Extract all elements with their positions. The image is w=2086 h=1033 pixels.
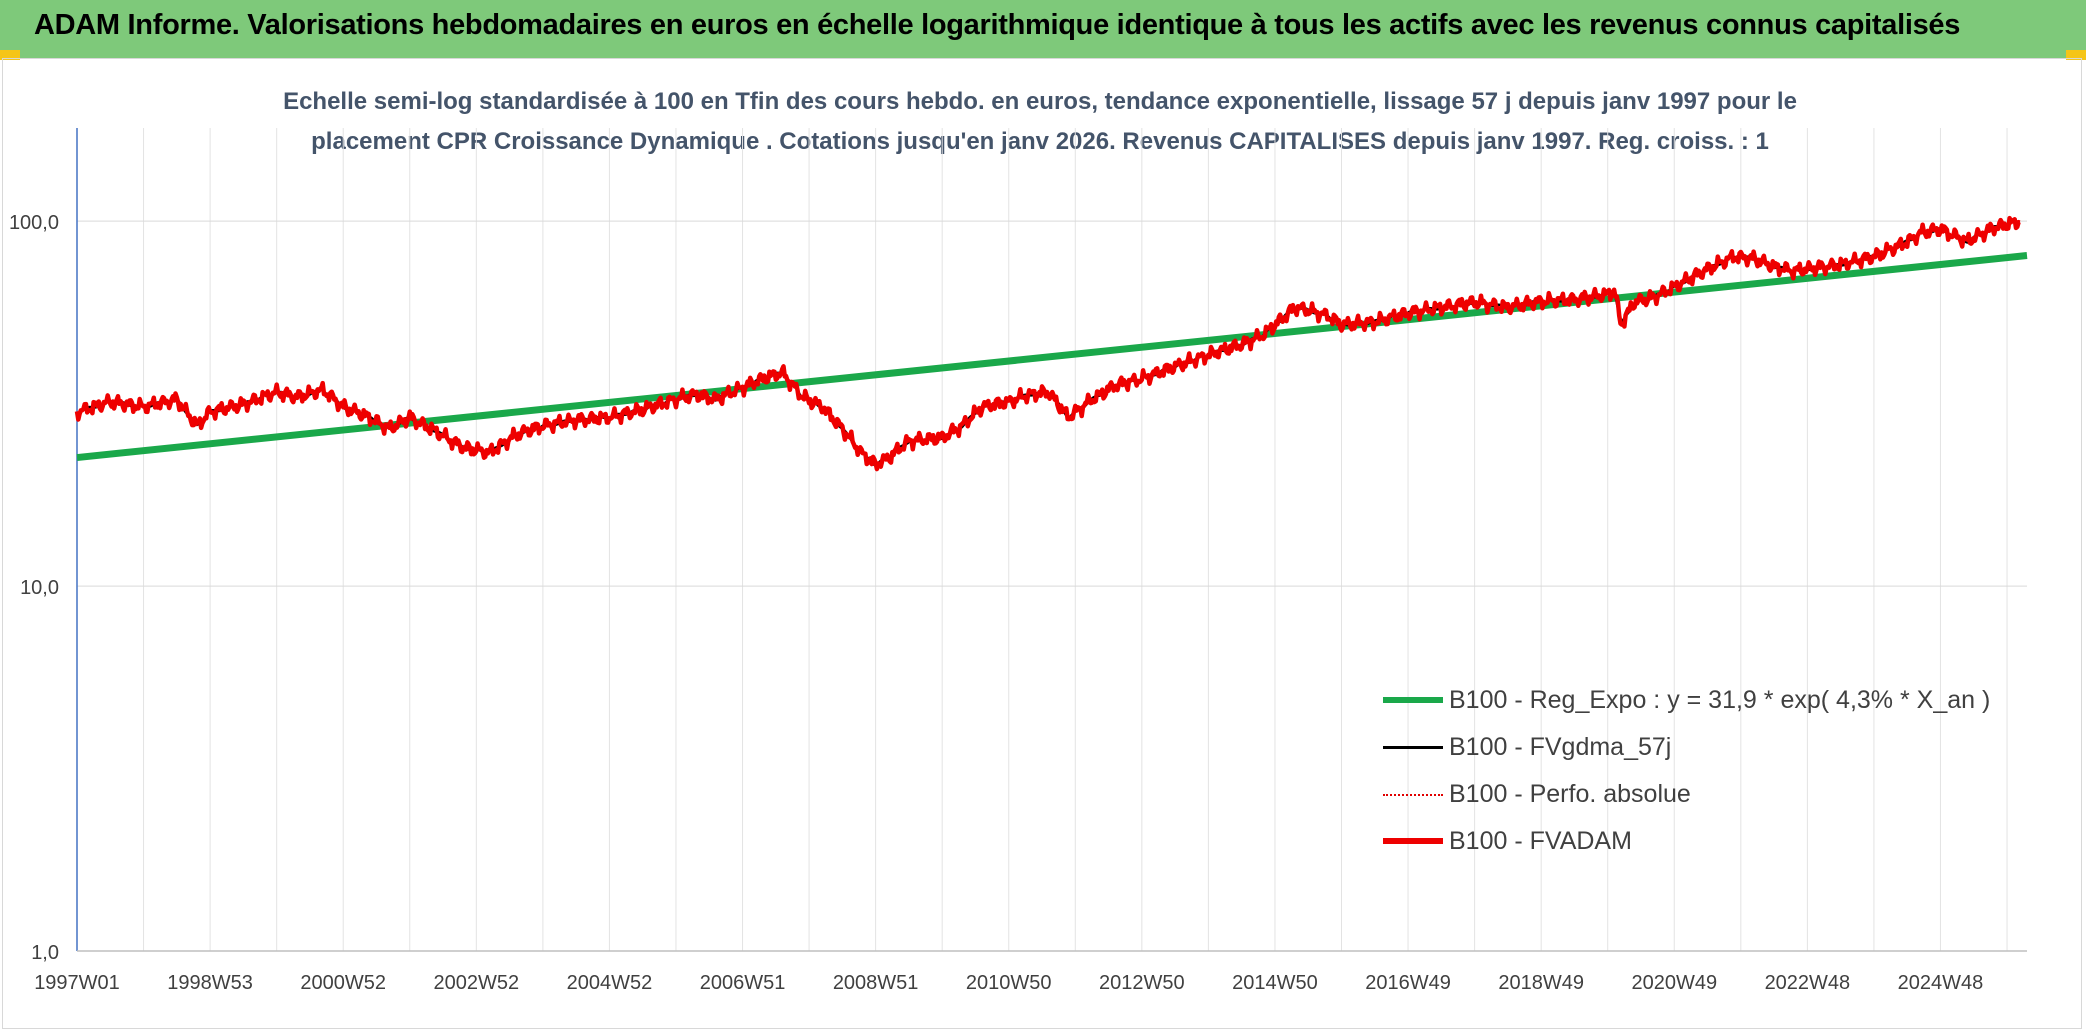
legend-label: B100 - FVADAM bbox=[1449, 827, 1632, 855]
x-tick-label: 2004W52 bbox=[567, 972, 653, 994]
y-tick-label: 10,0 bbox=[20, 577, 59, 599]
legend-label: B100 - FVgdma_57j bbox=[1449, 733, 1672, 761]
x-tick-label: 2002W52 bbox=[434, 972, 520, 994]
series-line-fvadam bbox=[74, 215, 2021, 472]
legend-swatch-red bbox=[1383, 838, 1443, 844]
page-title: ADAM Informe. Valorisations hebdomadaire… bbox=[34, 9, 1961, 41]
series-line-reg-expo bbox=[76, 252, 2028, 462]
x-tick-label: 2000W52 bbox=[300, 972, 386, 994]
legend-swatch-green bbox=[1383, 697, 1443, 703]
x-tick-label: 2012W50 bbox=[1099, 972, 1185, 994]
x-tick-label: 2008W51 bbox=[833, 972, 919, 994]
x-tick-label: 2024W48 bbox=[1898, 972, 1984, 994]
x-tick-label: 2016W49 bbox=[1365, 972, 1451, 994]
legend-label: B100 - Reg_Expo : y = 31,9 * exp( 4,3% *… bbox=[1449, 686, 1991, 714]
chart-title-line-1: Echelle semi-log standardisée à 100 en T… bbox=[283, 88, 1797, 115]
x-tick-label: 2018W49 bbox=[1498, 972, 1584, 994]
header-band: ADAM Informe. Valorisations hebdomadaire… bbox=[0, 0, 2086, 58]
x-tick-label: 2020W49 bbox=[1631, 972, 1717, 994]
y-tick-label: 100,0 bbox=[9, 212, 59, 234]
chart-frame bbox=[2, 58, 2082, 1029]
x-tick-label: 1997W01 bbox=[34, 972, 120, 994]
x-tick-label: 2006W51 bbox=[700, 972, 786, 994]
x-tick-label: 2014W50 bbox=[1232, 972, 1318, 994]
corner-mark bbox=[2066, 50, 2086, 60]
chart-title-line-2: placement CPR Croissance Dynamique . Cot… bbox=[311, 128, 1769, 155]
legend-label: B100 - Perfo. absolue bbox=[1449, 780, 1691, 808]
y-tick-label: 1,0 bbox=[31, 942, 59, 964]
x-tick-label: 2010W50 bbox=[966, 972, 1052, 994]
x-tick-label: 1998W53 bbox=[167, 972, 253, 994]
legend-swatch-black bbox=[1383, 746, 1443, 749]
corner-mark bbox=[0, 50, 20, 60]
legend-swatch-red-dotted bbox=[1383, 794, 1443, 796]
x-tick-label: 2022W48 bbox=[1765, 972, 1851, 994]
